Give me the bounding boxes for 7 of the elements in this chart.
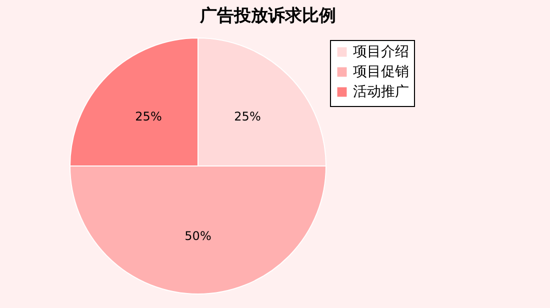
data-label: 25%: [234, 110, 261, 124]
legend-label: 项目介绍: [353, 44, 409, 60]
data-label: 25%: [135, 110, 162, 124]
legend-label: 活动推广: [353, 84, 409, 100]
data-label: 50%: [184, 229, 212, 243]
chart-title: 广告投放诉求比例: [199, 6, 336, 26]
legend-label: 项目促销: [353, 64, 409, 80]
